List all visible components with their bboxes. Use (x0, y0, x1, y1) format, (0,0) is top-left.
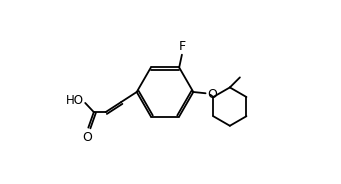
Text: F: F (178, 40, 186, 53)
Text: O: O (207, 88, 217, 101)
Text: O: O (82, 131, 92, 144)
Text: HO: HO (66, 94, 84, 107)
